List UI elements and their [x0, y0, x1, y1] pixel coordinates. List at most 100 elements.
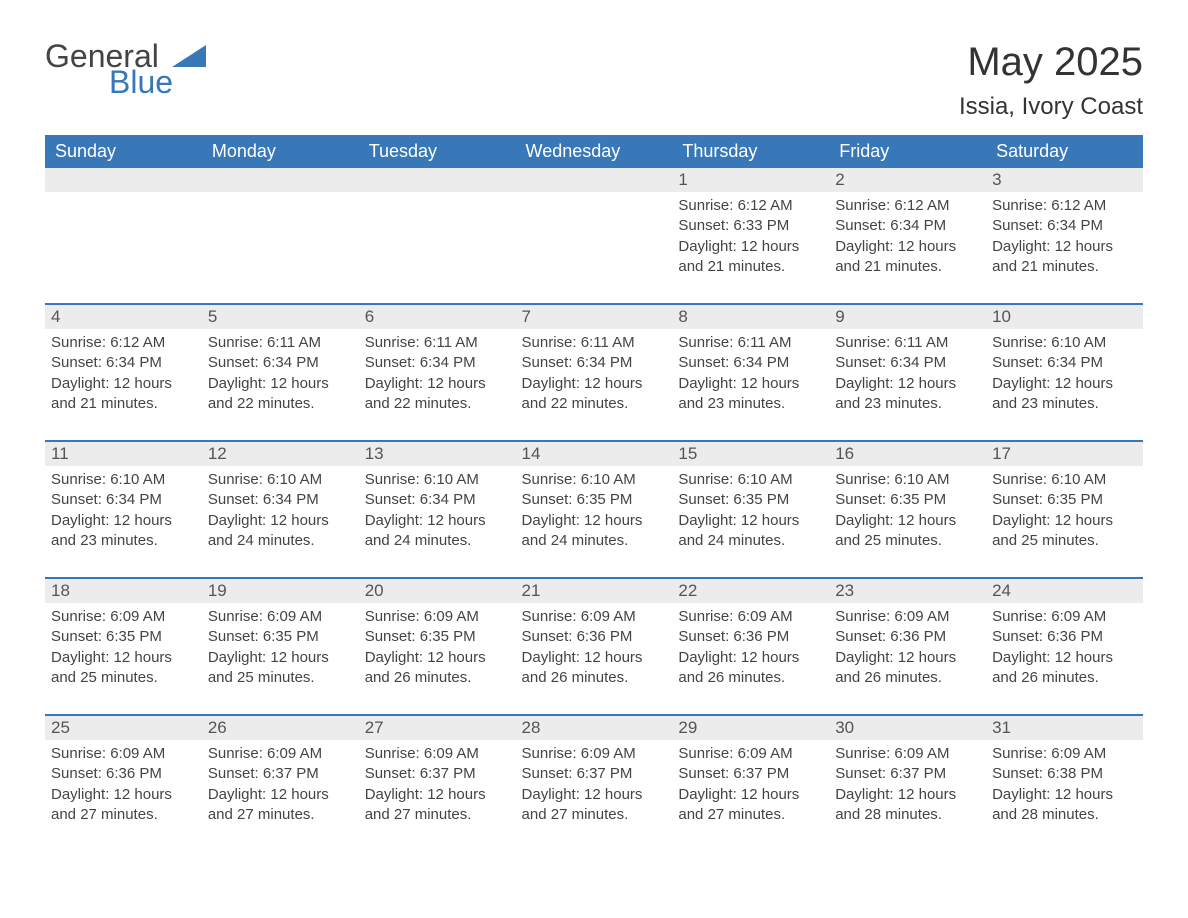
day-number-bar — [45, 168, 202, 192]
daylight-text: Daylight: 12 hours and 26 minutes. — [992, 648, 1137, 689]
calendar-day-empty — [202, 168, 359, 304]
sunset-text: Sunset: 6:37 PM — [365, 764, 510, 784]
calendar-day-cell: 19Sunrise: 6:09 AMSunset: 6:35 PMDayligh… — [202, 578, 359, 715]
daylight-text: Daylight: 12 hours and 27 minutes. — [522, 785, 667, 826]
calendar-day-cell: 7 Sunrise: 6:11 AMSunset: 6:34 PMDaylight… — [516, 304, 673, 441]
day-info: Sunrise: 6:10 AMSunset: 6:35 PMDaylight:… — [992, 470, 1137, 551]
sunrise-text: Sunrise: 6:09 AM — [835, 744, 980, 764]
day-number: 8 — [672, 305, 829, 329]
sunrise-text: Sunrise: 6:12 AM — [992, 196, 1137, 216]
day-info: Sunrise: 6:09 AMSunset: 6:35 PMDaylight:… — [365, 607, 510, 688]
day-header-row: Sunday Monday Tuesday Wednesday Thursday… — [45, 135, 1143, 168]
daylight-text: Daylight: 12 hours and 27 minutes. — [208, 785, 353, 826]
sunrise-text: Sunrise: 6:09 AM — [208, 744, 353, 764]
daylight-text: Daylight: 12 hours and 24 minutes. — [365, 511, 510, 552]
day-info: Sunrise: 6:09 AMSunset: 6:36 PMDaylight:… — [835, 607, 980, 688]
day-info: Sunrise: 6:09 AMSunset: 6:37 PMDaylight:… — [365, 744, 510, 825]
daylight-text: Daylight: 12 hours and 25 minutes. — [992, 511, 1137, 552]
day-info: Sunrise: 6:10 AMSunset: 6:35 PMDaylight:… — [835, 470, 980, 551]
day-number: 21 — [516, 579, 673, 603]
sunset-text: Sunset: 6:34 PM — [208, 490, 353, 510]
calendar-day-cell: 2Sunrise: 6:12 AMSunset: 6:34 PMDaylight… — [829, 168, 986, 304]
sunset-text: Sunset: 6:34 PM — [365, 353, 510, 373]
day-info: Sunrise: 6:10 AMSunset: 6:34 PMDaylight:… — [992, 333, 1137, 414]
day-info: Sunrise: 6:12 AMSunset: 6:34 PMDaylight:… — [51, 333, 196, 414]
daylight-text: Daylight: 12 hours and 26 minutes. — [678, 648, 823, 689]
daylight-text: Daylight: 12 hours and 27 minutes. — [51, 785, 196, 826]
daylight-text: Daylight: 12 hours and 22 minutes. — [365, 374, 510, 415]
calendar-week-row: 4 Sunrise: 6:12 AMSunset: 6:34 PMDaylight… — [45, 304, 1143, 441]
sunset-text: Sunset: 6:34 PM — [992, 353, 1137, 373]
sunrise-text: Sunrise: 6:09 AM — [51, 744, 196, 764]
sunrise-text: Sunrise: 6:12 AM — [835, 196, 980, 216]
day-header-friday: Friday — [829, 135, 986, 168]
day-number: 4 — [45, 305, 202, 329]
brand-triangle-icon — [172, 40, 206, 72]
day-number: 23 — [829, 579, 986, 603]
sunrise-text: Sunrise: 6:09 AM — [365, 744, 510, 764]
calendar-day-cell: 18Sunrise: 6:09 AMSunset: 6:35 PMDayligh… — [45, 578, 202, 715]
day-number-bar — [516, 168, 673, 192]
sunset-text: Sunset: 6:35 PM — [835, 490, 980, 510]
sunrise-text: Sunrise: 6:09 AM — [992, 744, 1137, 764]
day-number: 15 — [672, 442, 829, 466]
sunset-text: Sunset: 6:36 PM — [678, 627, 823, 647]
location-label: Issia, Ivory Coast — [959, 93, 1143, 121]
day-number: 2 — [829, 168, 986, 192]
calendar-day-cell: 26Sunrise: 6:09 AMSunset: 6:37 PMDayligh… — [202, 715, 359, 851]
calendar-day-cell: 14Sunrise: 6:10 AMSunset: 6:35 PMDayligh… — [516, 441, 673, 578]
sunset-text: Sunset: 6:35 PM — [208, 627, 353, 647]
daylight-text: Daylight: 12 hours and 25 minutes. — [835, 511, 980, 552]
day-number: 13 — [359, 442, 516, 466]
calendar-day-cell: 28 Sunrise: 6:09 AMSunset: 6:37 PMDayligh… — [516, 715, 673, 851]
calendar-day-cell: 3 Sunrise: 6:12 AMSunset: 6:34 PMDaylight… — [986, 168, 1143, 304]
sunset-text: Sunset: 6:34 PM — [51, 353, 196, 373]
sunrise-text: Sunrise: 6:11 AM — [208, 333, 353, 353]
day-number: 28 — [516, 716, 673, 740]
day-info: Sunrise: 6:10 AMSunset: 6:34 PMDaylight:… — [208, 470, 353, 551]
sunrise-text: Sunrise: 6:10 AM — [51, 470, 196, 490]
day-info: Sunrise: 6:09 AMSunset: 6:37 PMDaylight:… — [678, 744, 823, 825]
day-header-saturday: Saturday — [986, 135, 1143, 168]
sunrise-text: Sunrise: 6:10 AM — [835, 470, 980, 490]
day-info: Sunrise: 6:10 AMSunset: 6:34 PMDaylight:… — [365, 470, 510, 551]
day-header-tuesday: Tuesday — [359, 135, 516, 168]
daylight-text: Daylight: 12 hours and 26 minutes. — [835, 648, 980, 689]
sunset-text: Sunset: 6:35 PM — [365, 627, 510, 647]
day-info: Sunrise: 6:11 AMSunset: 6:34 PMDaylight:… — [522, 333, 667, 414]
day-number: 10 — [986, 305, 1143, 329]
calendar-day-cell: 9Sunrise: 6:11 AMSunset: 6:34 PMDaylight… — [829, 304, 986, 441]
day-info: Sunrise: 6:10 AMSunset: 6:34 PMDaylight:… — [51, 470, 196, 551]
calendar-day-cell: 4 Sunrise: 6:12 AMSunset: 6:34 PMDaylight… — [45, 304, 202, 441]
day-info: Sunrise: 6:11 AMSunset: 6:34 PMDaylight:… — [365, 333, 510, 414]
day-info: Sunrise: 6:09 AMSunset: 6:38 PMDaylight:… — [992, 744, 1137, 825]
day-info: Sunrise: 6:12 AMSunset: 6:34 PMDaylight:… — [992, 196, 1137, 277]
calendar-day-cell: 21Sunrise: 6:09 AMSunset: 6:36 PMDayligh… — [516, 578, 673, 715]
sunrise-text: Sunrise: 6:09 AM — [51, 607, 196, 627]
day-number: 3 — [986, 168, 1143, 192]
daylight-text: Daylight: 12 hours and 22 minutes. — [522, 374, 667, 415]
sunset-text: Sunset: 6:36 PM — [51, 764, 196, 784]
day-number: 29 — [672, 716, 829, 740]
sunrise-text: Sunrise: 6:11 AM — [522, 333, 667, 353]
day-info: Sunrise: 6:09 AMSunset: 6:37 PMDaylight:… — [522, 744, 667, 825]
day-header-wednesday: Wednesday — [516, 135, 673, 168]
day-number: 18 — [45, 579, 202, 603]
daylight-text: Daylight: 12 hours and 24 minutes. — [522, 511, 667, 552]
day-number: 7 — [516, 305, 673, 329]
day-info: Sunrise: 6:11 AMSunset: 6:34 PMDaylight:… — [835, 333, 980, 414]
day-number: 17 — [986, 442, 1143, 466]
calendar-week-row: 18Sunrise: 6:09 AMSunset: 6:35 PMDayligh… — [45, 578, 1143, 715]
calendar-day-cell: 17 Sunrise: 6:10 AMSunset: 6:35 PMDayligh… — [986, 441, 1143, 578]
day-number: 25 — [45, 716, 202, 740]
daylight-text: Daylight: 12 hours and 23 minutes. — [992, 374, 1137, 415]
sunrise-text: Sunrise: 6:10 AM — [678, 470, 823, 490]
sunrise-text: Sunrise: 6:12 AM — [678, 196, 823, 216]
sunset-text: Sunset: 6:34 PM — [835, 353, 980, 373]
calendar-day-cell: 20Sunrise: 6:09 AMSunset: 6:35 PMDayligh… — [359, 578, 516, 715]
day-number: 5 — [202, 305, 359, 329]
brand-logo: General Blue — [45, 40, 206, 98]
daylight-text: Daylight: 12 hours and 28 minutes. — [835, 785, 980, 826]
daylight-text: Daylight: 12 hours and 21 minutes. — [835, 237, 980, 278]
calendar-week-row: 1Sunrise: 6:12 AMSunset: 6:33 PMDaylight… — [45, 168, 1143, 304]
